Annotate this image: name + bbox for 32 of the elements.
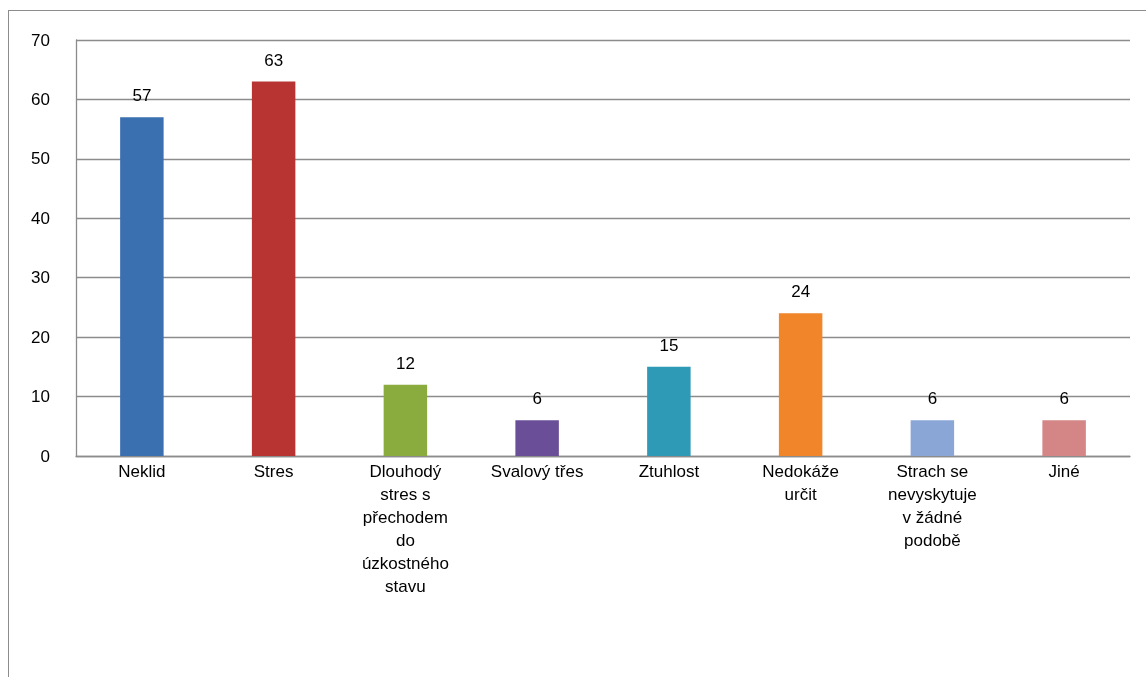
x-tick-label: Neklid bbox=[118, 462, 166, 481]
data-label: 6 bbox=[1059, 389, 1069, 409]
x-tick-label: Dlouhodý stres s přechodem do úzkostného stavu bbox=[361, 462, 449, 596]
x-tick-label: Svalový třes bbox=[490, 462, 584, 481]
y-tick-label: 70 bbox=[31, 30, 50, 50]
x-tick-label: Nedokáže určit bbox=[762, 462, 839, 504]
data-label: 63 bbox=[264, 50, 284, 70]
y-tick-label: 0 bbox=[40, 446, 50, 466]
y-tick-label: 40 bbox=[31, 208, 50, 228]
bar bbox=[120, 117, 164, 456]
x-tick-label: Jiné bbox=[1048, 462, 1080, 481]
bar bbox=[1042, 420, 1086, 456]
bar bbox=[910, 420, 955, 456]
data-label: 12 bbox=[395, 353, 415, 373]
bar bbox=[647, 366, 691, 456]
y-tick-label: 10 bbox=[31, 387, 50, 407]
y-tick-label: 60 bbox=[31, 89, 50, 109]
data-label: 15 bbox=[659, 335, 679, 355]
x-tick-label: Strach se nevyskytuje v žádné podobě bbox=[887, 462, 977, 550]
x-tick-label: Ztuhlost bbox=[638, 462, 700, 481]
x-tick-label: Stres bbox=[253, 462, 294, 481]
bar bbox=[515, 420, 559, 456]
bar bbox=[383, 384, 428, 456]
y-tick-label: 30 bbox=[31, 268, 50, 288]
bar bbox=[251, 81, 296, 456]
bar bbox=[778, 313, 823, 456]
data-label: 57 bbox=[132, 86, 152, 106]
y-tick-label: 20 bbox=[31, 327, 50, 347]
data-label: 6 bbox=[532, 389, 542, 409]
data-label: 6 bbox=[927, 389, 938, 409]
data-label: 24 bbox=[791, 282, 811, 302]
y-tick-label: 50 bbox=[31, 149, 50, 169]
